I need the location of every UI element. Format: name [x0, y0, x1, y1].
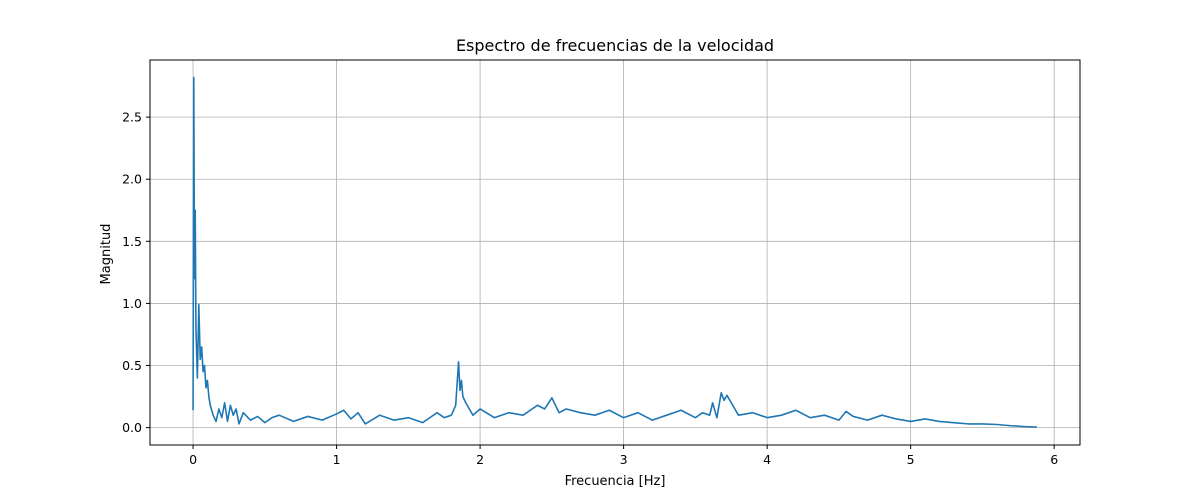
x-tick-label: 5: [907, 452, 915, 467]
y-tick-label: 0.5: [122, 358, 142, 373]
grid: [150, 60, 1080, 445]
series-layer: [192, 76, 1037, 428]
x-axis-label: Frecuencia [Hz]: [565, 474, 666, 489]
x-tick-label: 4: [763, 452, 771, 467]
series-line: [192, 76, 1037, 428]
x-tick-label: 0: [189, 452, 197, 467]
x-axis: 0 1 2 3 4 5 6: [189, 445, 1058, 467]
x-tick-label: 6: [1050, 452, 1058, 467]
y-tick-label: 1.0: [122, 296, 142, 311]
y-axis: 0.0 0.5 1.0 1.5 2.0 2.5: [122, 110, 150, 435]
x-tick-label: 3: [620, 452, 628, 467]
y-tick-label: 0.0: [122, 420, 142, 435]
x-tick-label: 1: [333, 452, 341, 467]
x-tick-label: 2: [476, 452, 484, 467]
plot-frame: [149, 59, 1081, 446]
y-tick-label: 2.0: [122, 172, 142, 187]
y-tick-label: 1.5: [122, 234, 142, 249]
y-axis-label: Magnitud: [99, 224, 114, 285]
chart-title: Espectro de frecuencias de la velocidad: [456, 36, 774, 55]
y-tick-label: 2.5: [122, 110, 142, 125]
